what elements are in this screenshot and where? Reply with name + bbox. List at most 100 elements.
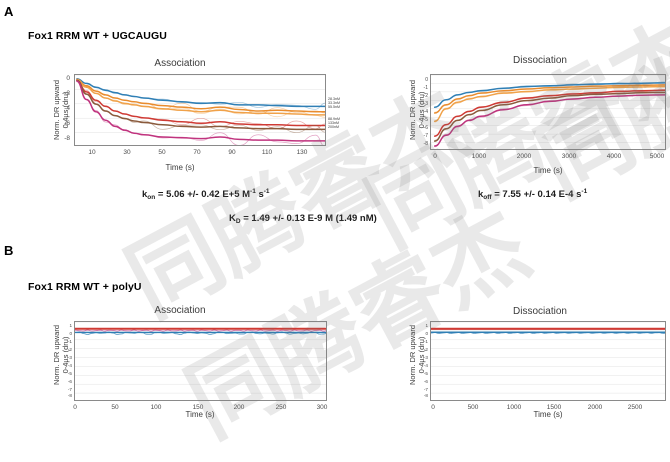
x-tick-label: 2000 bbox=[587, 404, 603, 411]
y-tick-label: -7 bbox=[423, 133, 428, 139]
y-tick-label: -2 bbox=[67, 347, 72, 352]
x-tick-label: 130 bbox=[296, 149, 308, 156]
y-tick-label: 0 bbox=[69, 331, 72, 336]
x-tick-label: 0 bbox=[433, 153, 437, 160]
koff-symbol: k bbox=[478, 189, 484, 200]
kd-value: = 1.49 +/- 0.13 E-9 M (1.49 nM) bbox=[240, 213, 377, 224]
x-tick-label: 100 bbox=[150, 404, 162, 411]
x-tick-label: 90 bbox=[228, 149, 236, 156]
x-tick-label: 3000 bbox=[561, 153, 577, 160]
x-tick-label: 250 bbox=[275, 404, 287, 411]
panel-letter-b: B bbox=[4, 243, 14, 258]
x-tick-label: 50 bbox=[158, 149, 166, 156]
kon-sup1: -1 bbox=[250, 188, 256, 195]
panel-a-title: Fox1 RRM WT + UGCAUGU bbox=[28, 30, 167, 42]
kon-mid: s bbox=[255, 189, 264, 200]
x-tick-label: 4000 bbox=[606, 153, 622, 160]
plot-a-dissociation[interactable] bbox=[430, 74, 666, 150]
kon-sup2: -1 bbox=[263, 188, 270, 195]
x-axis-label-b-association: Time (s) bbox=[185, 410, 215, 419]
x-tick-label: 1000 bbox=[506, 404, 522, 411]
y-tick-label: -4 bbox=[423, 363, 428, 368]
legend-item: 33.3nM bbox=[328, 101, 340, 106]
y-tick-label: -5 bbox=[423, 371, 428, 376]
legend-item: 28.3nM bbox=[328, 97, 340, 101]
y-tick-label: -6 bbox=[64, 120, 70, 127]
y-tick-label: -3 bbox=[423, 101, 428, 107]
y-tick-label: -4 bbox=[423, 109, 428, 115]
equation-koff: koff = 7.55 +/- 0.14 E-4 s-1 bbox=[478, 188, 588, 201]
y-tick-label: -4 bbox=[67, 363, 72, 368]
equation-kon: kon = 5.06 +/- 0.42 E+5 M-1 s-1 bbox=[142, 188, 270, 201]
y-tick-label: 1 bbox=[69, 323, 72, 328]
y-tick-label: -6 bbox=[423, 379, 428, 384]
y-tick-label: -8 bbox=[64, 135, 70, 142]
y-tick-label: -4 bbox=[64, 105, 70, 112]
x-tick-label: 5000 bbox=[649, 153, 665, 160]
y-tick-label: -3 bbox=[67, 355, 72, 360]
legend-item: 88.9nM bbox=[328, 116, 340, 121]
kon-value: = 5.06 +/- 0.42 E+5 M bbox=[155, 189, 251, 200]
x-tick-label: 1500 bbox=[546, 404, 562, 411]
koff-subscript: off bbox=[483, 194, 492, 201]
y-tick-label: -5 bbox=[423, 117, 428, 123]
koff-sup: -1 bbox=[581, 188, 588, 195]
equation-kd: KD = 1.49 +/- 0.13 E-9 M (1.49 nM) bbox=[229, 213, 377, 225]
y-tick-label: 0 bbox=[66, 75, 70, 82]
legend-item: 133nM bbox=[328, 120, 339, 125]
x-tick-label: 500 bbox=[467, 404, 479, 411]
plot-a-association[interactable] bbox=[74, 74, 326, 146]
x-tick-label: 30 bbox=[123, 149, 131, 156]
y-tick-label: 1 bbox=[425, 323, 428, 328]
x-axis-label-b-dissociation: Time (s) bbox=[533, 410, 563, 419]
y-tick-label: -2 bbox=[423, 347, 428, 352]
y-tick-label: -7 bbox=[423, 387, 428, 392]
y-tick-label: -8 bbox=[423, 393, 428, 398]
y-tick-label: -3 bbox=[423, 355, 428, 360]
y-tick-label: -5 bbox=[67, 371, 72, 376]
y-tick-label: -8 bbox=[423, 141, 428, 147]
x-tick-label: 1000 bbox=[471, 153, 487, 160]
kd-symbol: K bbox=[229, 213, 236, 224]
kon-subscript: on bbox=[147, 194, 156, 201]
y-tick-label: -6 bbox=[423, 125, 428, 131]
x-tick-label: 300 bbox=[316, 404, 328, 411]
x-tick-label: 0 bbox=[431, 404, 435, 411]
y-tick-label: -2 bbox=[64, 90, 70, 97]
y-tick-label: -8 bbox=[67, 393, 72, 398]
panel-b-title: Fox1 RRM WT + polyU bbox=[28, 281, 142, 293]
plot-b-association[interactable] bbox=[74, 321, 327, 401]
panel-letter-a: A bbox=[4, 4, 14, 19]
chart-title-a-dissociation: Dissociation bbox=[513, 55, 567, 66]
koff-value: = 7.55 +/- 0.14 E-4 s bbox=[491, 189, 582, 200]
x-axis-label-a-dissociation: Time (s) bbox=[533, 166, 563, 175]
y-axis-label-line1: Norm. DR upward bbox=[408, 325, 417, 386]
y-tick-label: -1 bbox=[423, 339, 428, 344]
chart-title-b-association: Association bbox=[154, 305, 206, 316]
y-tick-label: -1 bbox=[423, 85, 428, 91]
chart-title-b-dissociation: Dissociation bbox=[513, 306, 567, 317]
legend-a[interactable]: 28.3nM 33.3nM 55.5nM 88.9nM 133nM 200nM bbox=[328, 97, 340, 129]
x-tick-label: 70 bbox=[193, 149, 201, 156]
x-tick-label: 2000 bbox=[516, 153, 532, 160]
x-tick-label: 200 bbox=[233, 404, 245, 411]
x-tick-label: 50 bbox=[111, 404, 119, 411]
kd-subscript: D bbox=[235, 218, 241, 225]
y-tick-label: -6 bbox=[67, 379, 72, 384]
plot-b-dissociation[interactable] bbox=[430, 321, 666, 401]
x-axis-label-a-association: Time (s) bbox=[165, 163, 195, 172]
y-tick-label: 0 bbox=[425, 77, 428, 83]
y-axis-label-line1: Norm. DR upward bbox=[52, 325, 61, 386]
legend-item: 55.5nM bbox=[328, 105, 340, 110]
x-tick-label: 110 bbox=[261, 149, 273, 156]
chart-title-a-association: Association bbox=[154, 58, 206, 69]
x-tick-label: 2500 bbox=[627, 404, 643, 411]
y-tick-label: -1 bbox=[67, 339, 72, 344]
y-tick-label: -7 bbox=[67, 387, 72, 392]
kon-symbol: k bbox=[142, 189, 148, 200]
y-tick-label: 0 bbox=[425, 331, 428, 336]
x-tick-label: 0 bbox=[73, 404, 77, 411]
y-tick-label: -2 bbox=[423, 93, 428, 99]
x-tick-label: 10 bbox=[88, 149, 96, 156]
legend-item: 200nM bbox=[328, 124, 339, 129]
